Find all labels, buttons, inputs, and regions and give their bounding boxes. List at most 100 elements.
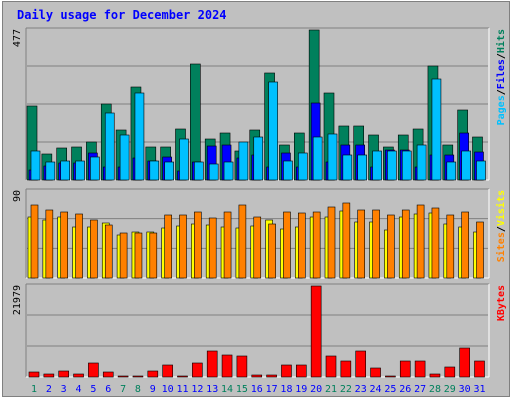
axis-max-label: 477 xyxy=(12,29,23,47)
chart-title: Daily usage for December 2024 xyxy=(17,8,227,22)
day-label: 20 xyxy=(310,384,322,395)
bar-kbytes xyxy=(295,364,307,378)
bar-kbytes xyxy=(444,366,456,378)
legend-entry: Hits xyxy=(495,29,507,53)
bar-pages xyxy=(45,161,56,181)
bar-kbytes xyxy=(385,375,396,378)
bar-kbytes xyxy=(266,374,277,378)
bar-pages xyxy=(223,161,234,181)
day-label: 5 xyxy=(90,384,96,395)
bar-pages xyxy=(253,136,264,181)
bar-pages xyxy=(164,161,174,181)
bar-pages xyxy=(60,160,71,181)
bar-sites xyxy=(461,211,469,279)
bar-sites xyxy=(30,204,39,279)
legend-entry: / xyxy=(496,226,507,232)
bar-pages xyxy=(104,112,115,181)
day-label: 10 xyxy=(162,384,174,395)
bar-sites xyxy=(90,219,98,279)
bar-pages xyxy=(134,92,145,181)
bar-sites xyxy=(75,213,83,279)
bar-pages xyxy=(119,134,130,181)
bar-sites xyxy=(297,212,306,279)
bar-sites xyxy=(253,216,262,279)
bar-sites xyxy=(208,217,217,279)
day-label: 22 xyxy=(340,384,352,395)
bar-pages xyxy=(372,150,382,181)
bar-sites xyxy=(45,209,54,279)
day-label: 29 xyxy=(444,384,456,395)
bar-pages xyxy=(342,154,353,181)
bar-pages xyxy=(312,136,323,181)
legend-entry: KBytes xyxy=(496,285,507,321)
bar-pages xyxy=(208,163,219,181)
day-label: 12 xyxy=(191,384,203,395)
bar-kbytes xyxy=(162,364,173,378)
bar-kbytes xyxy=(177,375,188,378)
bar-pages xyxy=(75,160,85,181)
axis-max-label: 90 xyxy=(12,190,23,202)
bar-sites xyxy=(431,207,440,279)
axis-max-label: 21979 xyxy=(12,285,23,315)
bar-pages xyxy=(30,150,41,181)
bar-kbytes xyxy=(310,285,322,378)
day-label: 8 xyxy=(135,384,141,395)
bar-sites xyxy=(60,211,69,279)
bar-kbytes xyxy=(43,373,55,378)
bar-kbytes xyxy=(117,375,129,378)
legend-entry: Files xyxy=(495,59,507,89)
bar-sites xyxy=(312,211,321,279)
bar-kbytes xyxy=(88,362,99,378)
legend-entry: / xyxy=(496,53,507,59)
bar-kbytes xyxy=(340,360,352,378)
day-label: 11 xyxy=(176,384,188,395)
bar-pages xyxy=(461,150,471,181)
bar-pages xyxy=(476,160,486,181)
bar-pages xyxy=(357,154,368,181)
bar-sites xyxy=(327,206,336,279)
bar-pages xyxy=(238,141,249,181)
day-label: 25 xyxy=(384,384,396,395)
bar-pages xyxy=(446,161,457,181)
bar-kbytes xyxy=(399,360,411,378)
legend: Sites/Visits xyxy=(495,190,507,262)
bar-sites xyxy=(476,221,484,279)
day-label: 19 xyxy=(295,384,307,395)
bar-sites xyxy=(401,209,410,279)
bar-kbytes xyxy=(236,355,248,378)
bar-sites xyxy=(342,202,351,279)
bar-sites xyxy=(446,214,455,279)
day-label: 13 xyxy=(206,384,218,395)
bar-pages xyxy=(90,156,100,181)
day-label: 3 xyxy=(61,384,67,395)
bar-kbytes xyxy=(325,355,337,378)
bar-pages xyxy=(387,150,397,181)
day-label: 28 xyxy=(429,384,441,395)
day-label: 14 xyxy=(221,384,233,395)
bar-pages xyxy=(149,160,160,181)
day-labels: 1 2 3 4 5 6 7 8 9 10 11 12 13 14 15 16 17 18 19 20 21 22 23 24 2… xyxy=(31,384,486,395)
day-label: 15 xyxy=(236,384,248,395)
legend-entry: Visits xyxy=(495,190,507,226)
bar-pages xyxy=(194,161,204,181)
bar-sites xyxy=(164,214,172,279)
bar-pages xyxy=(416,144,427,181)
day-label: 27 xyxy=(414,384,426,395)
day-label: 21 xyxy=(325,384,337,395)
panel-kbytes: 21979 KBytes xyxy=(12,283,507,378)
bar-pages xyxy=(268,81,278,181)
day-label: 6 xyxy=(105,384,111,395)
bar-kbytes xyxy=(58,370,70,378)
bar-pages xyxy=(297,152,308,181)
bar-pages xyxy=(431,78,442,181)
bar-sites xyxy=(194,211,202,279)
day-label: 30 xyxy=(459,384,471,395)
daily-usage-chart: Daily usage for December 2024 477 Pages/F… xyxy=(12,8,507,395)
bar-sites xyxy=(372,209,380,279)
day-label: 4 xyxy=(76,384,82,395)
bar-kbytes xyxy=(370,367,381,378)
bar-sites xyxy=(416,204,425,279)
legend: Pages/Files/Hits xyxy=(495,29,507,125)
legend-entry: Sites xyxy=(495,232,507,262)
